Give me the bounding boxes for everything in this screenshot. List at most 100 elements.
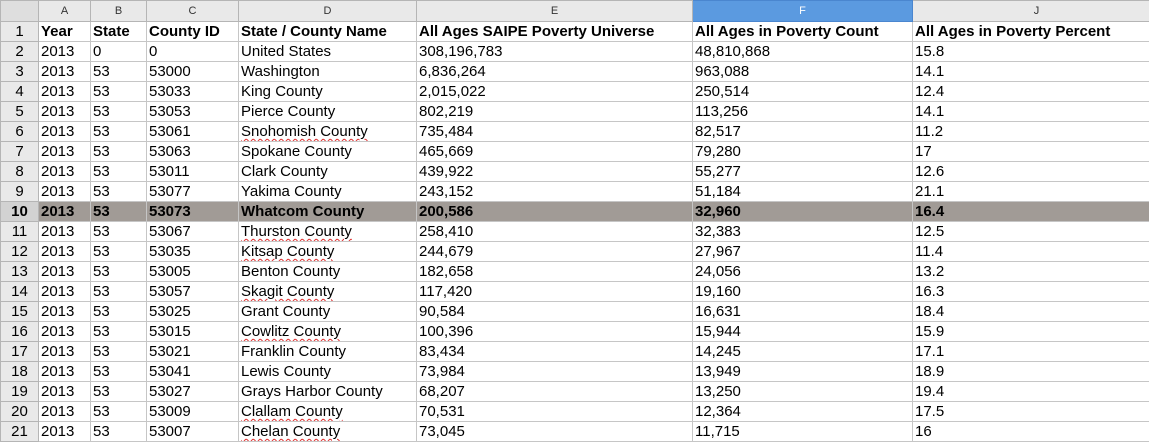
- cell-universe[interactable]: 182,658: [416, 261, 693, 282]
- cell-universe[interactable]: 200,586: [416, 201, 693, 222]
- cell-county-id[interactable]: 0: [146, 41, 239, 62]
- cell-year[interactable]: 2013: [38, 421, 91, 442]
- cell-count[interactable]: 55,277: [692, 161, 913, 182]
- cell-state[interactable]: 53: [90, 161, 147, 182]
- row-number[interactable]: 15: [0, 301, 39, 322]
- row-number[interactable]: 5: [0, 101, 39, 122]
- cell-name[interactable]: Washington: [238, 61, 417, 82]
- header-cell-year[interactable]: Year: [38, 21, 91, 42]
- cell-state[interactable]: 53: [90, 341, 147, 362]
- cell-count[interactable]: 32,960: [692, 201, 913, 222]
- cell-count[interactable]: 15,944: [692, 321, 913, 342]
- cell-count[interactable]: 24,056: [692, 261, 913, 282]
- cell-county-id[interactable]: 53025: [146, 301, 239, 322]
- cell-count[interactable]: 27,967: [692, 241, 913, 262]
- cell-state[interactable]: 53: [90, 381, 147, 402]
- cell-name[interactable]: Pierce County: [238, 101, 417, 122]
- row-number[interactable]: 11: [0, 221, 39, 242]
- header-cell-percent[interactable]: All Ages in Poverty Percent: [912, 21, 1149, 42]
- cell-county-id[interactable]: 53061: [146, 121, 239, 142]
- cell-universe[interactable]: 258,410: [416, 221, 693, 242]
- cell-universe[interactable]: 735,484: [416, 121, 693, 142]
- header-cell-universe[interactable]: All Ages SAIPE Poverty Universe: [416, 21, 693, 42]
- cell-percent[interactable]: 12.6: [912, 161, 1149, 182]
- row-number[interactable]: 21: [0, 421, 39, 442]
- cell-count[interactable]: 14,245: [692, 341, 913, 362]
- row-number[interactable]: 13: [0, 261, 39, 282]
- cell-year[interactable]: 2013: [38, 281, 91, 302]
- cell-count[interactable]: 11,715: [692, 421, 913, 442]
- row-number[interactable]: 20: [0, 401, 39, 422]
- cell-count[interactable]: 113,256: [692, 101, 913, 122]
- cell-percent[interactable]: 11.2: [912, 121, 1149, 142]
- cell-county-id[interactable]: 53009: [146, 401, 239, 422]
- cell-county-id[interactable]: 53015: [146, 321, 239, 342]
- cell-percent[interactable]: 16: [912, 421, 1149, 442]
- cell-county-id[interactable]: 53035: [146, 241, 239, 262]
- cell-state[interactable]: 53: [90, 61, 147, 82]
- row-number[interactable]: 6: [0, 121, 39, 142]
- cell-name[interactable]: Chelan County: [238, 421, 417, 442]
- column-header-c[interactable]: C: [146, 0, 239, 22]
- cell-county-id[interactable]: 53063: [146, 141, 239, 162]
- cell-percent[interactable]: 13.2: [912, 261, 1149, 282]
- cell-name[interactable]: Yakima County: [238, 181, 417, 202]
- cell-state[interactable]: 53: [90, 361, 147, 382]
- cell-year[interactable]: 2013: [38, 301, 91, 322]
- cell-state[interactable]: 53: [90, 101, 147, 122]
- row-number[interactable]: 19: [0, 381, 39, 402]
- cell-name[interactable]: Lewis County: [238, 361, 417, 382]
- cell-count[interactable]: 51,184: [692, 181, 913, 202]
- cell-universe[interactable]: 244,679: [416, 241, 693, 262]
- cell-name[interactable]: United States: [238, 41, 417, 62]
- cell-county-id[interactable]: 53033: [146, 81, 239, 102]
- cell-name[interactable]: Spokane County: [238, 141, 417, 162]
- select-all-corner[interactable]: [0, 0, 39, 22]
- cell-universe[interactable]: 243,152: [416, 181, 693, 202]
- cell-count[interactable]: 48,810,868: [692, 41, 913, 62]
- row-number[interactable]: 8: [0, 161, 39, 182]
- cell-state[interactable]: 53: [90, 301, 147, 322]
- cell-county-id[interactable]: 53027: [146, 381, 239, 402]
- column-header-d[interactable]: D: [238, 0, 417, 22]
- cell-year[interactable]: 2013: [38, 361, 91, 382]
- cell-percent[interactable]: 17.5: [912, 401, 1149, 422]
- cell-universe[interactable]: 117,420: [416, 281, 693, 302]
- cell-name[interactable]: Skagit County: [238, 281, 417, 302]
- header-cell-county-id[interactable]: County ID: [146, 21, 239, 42]
- row-number[interactable]: 14: [0, 281, 39, 302]
- cell-universe[interactable]: 68,207: [416, 381, 693, 402]
- row-number[interactable]: 2: [0, 41, 39, 62]
- cell-count[interactable]: 16,631: [692, 301, 913, 322]
- cell-universe[interactable]: 308,196,783: [416, 41, 693, 62]
- cell-percent[interactable]: 18.4: [912, 301, 1149, 322]
- row-number[interactable]: 3: [0, 61, 39, 82]
- cell-percent[interactable]: 12.4: [912, 81, 1149, 102]
- header-cell-count[interactable]: All Ages in Poverty Count: [692, 21, 913, 42]
- cell-name[interactable]: Kitsap County: [238, 241, 417, 262]
- cell-year[interactable]: 2013: [38, 321, 91, 342]
- cell-county-id[interactable]: 53007: [146, 421, 239, 442]
- cell-year[interactable]: 2013: [38, 381, 91, 402]
- row-number[interactable]: 4: [0, 81, 39, 102]
- row-number[interactable]: 7: [0, 141, 39, 162]
- row-number[interactable]: 18: [0, 361, 39, 382]
- cell-year[interactable]: 2013: [38, 261, 91, 282]
- cell-name[interactable]: Thurston County: [238, 221, 417, 242]
- cell-percent[interactable]: 14.1: [912, 101, 1149, 122]
- cell-state[interactable]: 53: [90, 321, 147, 342]
- cell-percent[interactable]: 15.8: [912, 41, 1149, 62]
- column-header-a[interactable]: A: [38, 0, 91, 22]
- cell-name[interactable]: Benton County: [238, 261, 417, 282]
- cell-year[interactable]: 2013: [38, 61, 91, 82]
- cell-percent[interactable]: 12.5: [912, 221, 1149, 242]
- cell-percent[interactable]: 18.9: [912, 361, 1149, 382]
- row-number[interactable]: 10: [0, 201, 39, 222]
- row-number[interactable]: 9: [0, 181, 39, 202]
- cell-state[interactable]: 53: [90, 121, 147, 142]
- cell-universe[interactable]: 90,584: [416, 301, 693, 322]
- cell-state[interactable]: 53: [90, 181, 147, 202]
- cell-percent[interactable]: 15.9: [912, 321, 1149, 342]
- cell-county-id[interactable]: 53077: [146, 181, 239, 202]
- column-header-b[interactable]: B: [90, 0, 147, 22]
